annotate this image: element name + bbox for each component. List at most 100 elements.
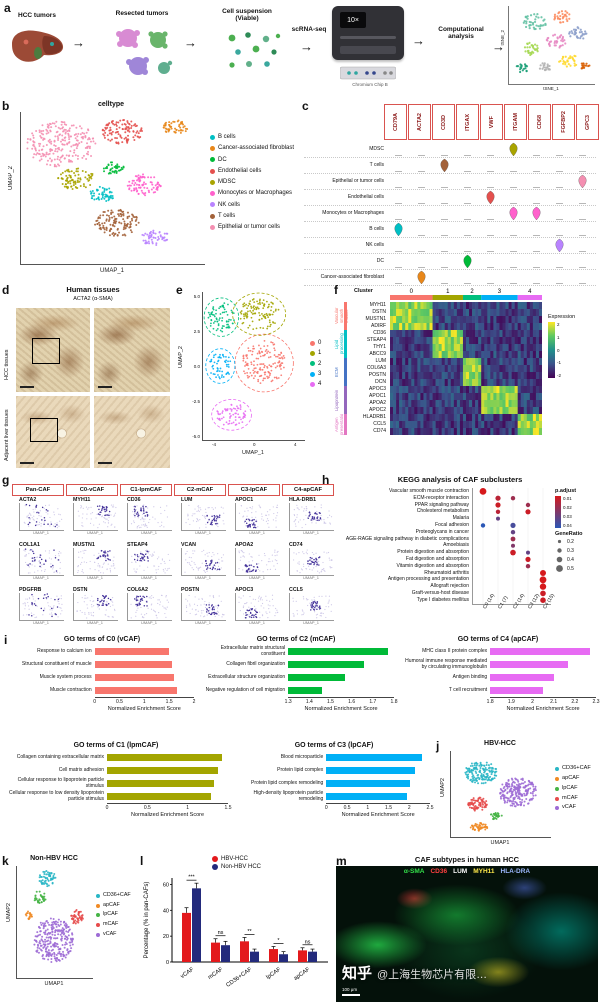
gene-header-label: FGFBP2 <box>560 111 567 133</box>
panel-f-heatmap: f Cluster 0 1 2 3 4 Vascular smooth muscle Li… <box>334 284 598 472</box>
go-term-label: Extracellular structure organization <box>208 673 286 680</box>
padjust-tick: 0.02 <box>563 505 572 510</box>
violin-cell <box>479 222 502 237</box>
generatio-size-label: 0.5 <box>567 565 574 572</box>
go-chart-c3: GO terms of C3 (lpCAF) Blood microparticl… <box>238 742 433 852</box>
go-axis-tick: 1 <box>186 805 190 811</box>
legend-item: DC <box>210 157 294 163</box>
violin-shape <box>579 155 586 156</box>
go-axis-tick: 2 <box>407 805 411 811</box>
legend-label: DC <box>218 156 227 163</box>
panel-a-label: a <box>4 1 11 15</box>
tsne-xlabel: tSNE_1 <box>543 86 559 91</box>
violin-shape <box>441 251 448 252</box>
go-rows: Response to calcium ion Structural consti… <box>10 645 194 697</box>
legend-item: Cancer-associated fibroblast <box>210 145 294 151</box>
bar <box>250 951 259 962</box>
violin-shape <box>487 187 494 188</box>
feature-plot: COL1A1 UMAP_1 <box>12 542 64 586</box>
generatio-size-item: 0.5 <box>555 564 600 573</box>
heatmap-gene-label: CCL5 <box>373 421 386 427</box>
feature-plot: STEAP4 UMAP_1 <box>120 542 172 586</box>
heatmap-gene-label: APOC2 <box>369 407 386 413</box>
caf-cluster-scatter <box>203 292 294 431</box>
svg-text:0: 0 <box>410 289 414 294</box>
feature-scatter <box>23 503 63 529</box>
axis-tick: 0 <box>253 442 256 447</box>
feature-gene-label: HLA-DRB1 <box>289 497 317 503</box>
go-bar-track <box>107 780 228 787</box>
panel-b-celltype-umap: b celltype UMAP_1 UMAP_2 B cells Cancer-a… <box>2 100 302 282</box>
axis-tick: -5.0 <box>192 434 200 439</box>
go-axis-tick: 1.5 <box>224 805 232 811</box>
step-scrnaseq: scRNA-seq <box>291 26 327 33</box>
kegg-pathway-label: Graft-versus-host disease <box>411 589 469 596</box>
go-rows: Collagen containing extracellular matrix… <box>4 751 228 803</box>
violin-cell <box>456 238 479 253</box>
violin-shape <box>464 203 471 204</box>
go-term-row: T cell recruitment <box>400 684 596 697</box>
violin-shape <box>418 155 425 156</box>
go-term-row: Extracellular matrix structural constitu… <box>198 645 394 658</box>
scale-bar <box>20 386 34 388</box>
violin-cell <box>433 270 456 285</box>
axis-tick: 4 <box>294 442 297 447</box>
go-bar <box>490 648 590 655</box>
feature-plot: DSTN UMAP_1 <box>66 587 118 631</box>
axis-tick: -2.5 <box>192 399 200 404</box>
feature-plot: MUSTN1 UMAP_1 <box>66 542 118 586</box>
axis-tick: 0.0 <box>193 364 200 369</box>
bar <box>279 954 288 962</box>
feature-plot-area <box>127 503 172 531</box>
celltype-label: Monocytes or Macrophages <box>322 209 384 216</box>
arrow-icon: → <box>184 35 197 50</box>
padjust-ticks: 0.01 0.02 0.03 0.04 <box>563 496 572 528</box>
tsne-ylabel: tSNE_2 <box>500 30 505 46</box>
feature-gene-label: MYH11 <box>73 497 91 503</box>
feature-plot: APOC1 UMAP_1 <box>228 497 280 541</box>
go-term-row: High-density lipoprotein particle remode… <box>238 790 430 803</box>
step-computational-analysis: Computational analysis <box>438 26 484 40</box>
step-cell-suspension: Cell suspension (Viable) <box>222 8 272 22</box>
go-bar <box>326 793 408 800</box>
feature-plot-area <box>181 503 226 531</box>
panel-k-nonhbv-umap: k Non-HBV HCC UMAP1 UMAP2 CD36+CAF apCAF l… <box>2 855 138 1002</box>
bar <box>182 912 191 962</box>
svg-text:4: 4 <box>528 289 532 294</box>
legend-dot <box>96 913 100 918</box>
violin-row: Epithelial or tumor cells <box>304 174 596 190</box>
feature-column: C0-vCAF MYH11 UMAP_1 MUSTN1 UMAP_1 DSTN UMAP_1 <box>66 484 118 631</box>
violin-shape <box>556 155 563 156</box>
panel-g-label: g <box>2 473 10 487</box>
expression-tick: 2 <box>557 322 560 327</box>
panel-l-percentage-chart: l HBV-HCC Non-HBV HCC 0 20 40 60 *** vCAF ns mCA… <box>140 855 334 1002</box>
kegg-pathway-label: Allograft rejection <box>430 583 469 590</box>
hbv-title: HBV-HCC <box>484 740 516 747</box>
bar <box>298 950 307 962</box>
feature-scatter <box>185 504 225 529</box>
kegg-pathway-label: Type I diabetes mellitus <box>416 596 469 603</box>
violin-cell <box>525 222 548 237</box>
feature-scatter <box>292 595 333 619</box>
go-bar <box>107 780 215 787</box>
legend-label: lpCAF <box>562 784 578 791</box>
go-term-row: Cellular response to low density lipopro… <box>4 790 228 803</box>
feature-xlabel: UMAP_1 <box>86 620 103 625</box>
group-name: Vascular smooth muscle <box>334 307 349 325</box>
go-chart-c4: GO terms of C4 (apCAF) MHC class II prote… <box>400 636 599 738</box>
violin-cell <box>525 238 548 253</box>
go-term-label: Humoral immune response mediated by circ… <box>405 658 488 670</box>
go-bar-track <box>288 648 394 655</box>
legend-dot <box>210 202 215 208</box>
bar <box>221 945 230 962</box>
go-bar <box>490 661 569 668</box>
feature-column-header: Pan-CAF <box>12 484 64 496</box>
violin-cell <box>525 174 548 189</box>
go-axis-label: Normalized Enrichment Score <box>506 706 580 712</box>
go-axis-tick: 0.5 <box>143 805 151 811</box>
violin-shape <box>510 187 517 188</box>
legend-dot <box>310 371 315 377</box>
feature-xlabel: UMAP_1 <box>302 530 319 535</box>
go-axis-label: Normalized Enrichment Score <box>130 812 205 818</box>
go-bar-track <box>490 687 596 694</box>
